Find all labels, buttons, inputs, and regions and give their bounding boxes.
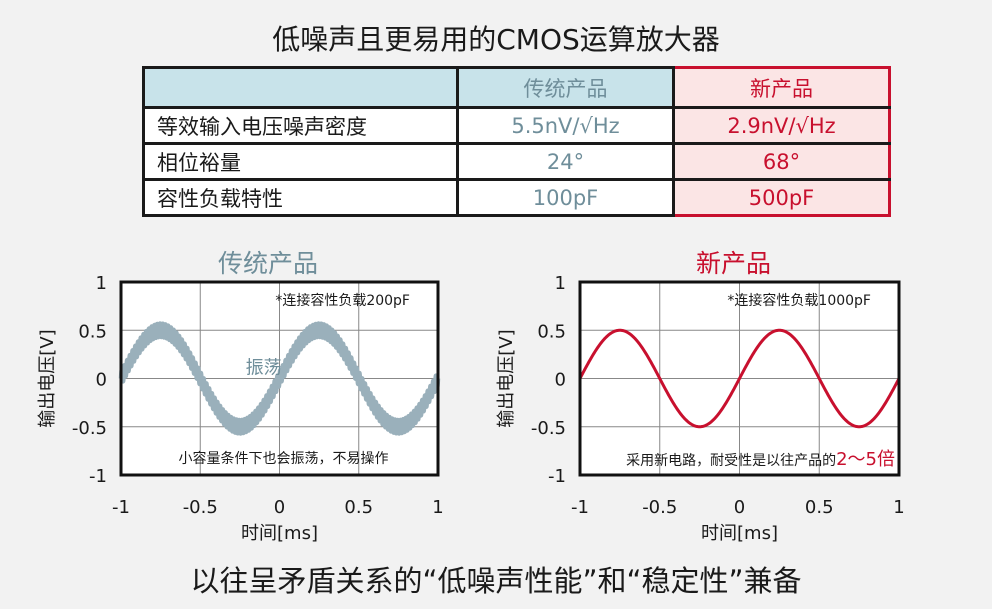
new-value: 68°: [672, 142, 891, 181]
comparison-table: 传统产品 新产品 等效输入电压噪声密度 5.5nV/√Hz 2.9nV/√Hz …: [142, 66, 891, 217]
y-tick-label: 1: [96, 273, 107, 294]
y-tick-label: -0.5: [531, 418, 566, 439]
x-tick-label: 0.5: [805, 497, 834, 518]
series-line-oscillating: [118, 321, 441, 436]
y-tick-label: -0.5: [72, 418, 107, 439]
x-tick-label: 0: [734, 497, 745, 518]
x-tick-label: -0.5: [642, 497, 677, 518]
chart-title-new: 新产品: [696, 249, 772, 278]
table-row: 相位裕量 24° 68°: [142, 142, 891, 181]
chart-title-old: 传统产品: [218, 249, 319, 278]
table-row: 等效输入电压噪声密度 5.5nV/√Hz 2.9nV/√Hz: [142, 106, 891, 145]
x-tick-label: -1: [112, 497, 130, 518]
table-header-row: 传统产品 新产品: [142, 66, 891, 109]
bottom-note-highlight: 2～5倍: [836, 449, 895, 470]
plot-frame: [578, 280, 901, 477]
y-tick-label: 0: [96, 370, 107, 391]
x-tick-label: 1: [432, 497, 443, 518]
x-axis-label: 时间[ms]: [701, 523, 778, 544]
y-tick-label: 0: [555, 370, 566, 391]
x-axis-label: 时间[ms]: [241, 523, 318, 544]
y-axis-label: 输出电压[V]: [37, 329, 58, 427]
row-label: 相位裕量: [142, 142, 459, 181]
y-tick-label: 0.5: [537, 321, 566, 342]
load-note: *连接容性负载1000pF: [727, 292, 871, 309]
row-label: 等效输入电压噪声密度: [142, 106, 459, 145]
x-tick-label: -1: [571, 497, 589, 518]
bottom-note: 采用新电路，耐受性是以往产品的2～5倍: [626, 449, 895, 470]
table-row: 容性负载特性 100pF 500pF: [142, 178, 891, 217]
y-tick-label: 0.5: [78, 321, 107, 342]
y-tick-label: -1: [89, 466, 107, 487]
x-tick-label: 1: [893, 497, 904, 518]
footer-caption: 以往呈矛盾关系的“低噪声性能”和“稳定性”兼备: [190, 564, 802, 598]
old-value: 24°: [456, 142, 675, 181]
oscillation-label: 振荡: [246, 358, 282, 379]
x-tick-label: 0.5: [344, 497, 373, 518]
old-value: 5.5nV/√Hz: [456, 106, 675, 145]
bottom-note-prefix: 采用新电路，耐受性是以往产品的: [626, 453, 836, 469]
load-note: *连接容性负载200pF: [275, 292, 410, 309]
page-title: 低噪声且更易用的CMOS运算放大器: [272, 23, 720, 56]
row-label: 容性负载特性: [142, 178, 459, 217]
series-line: [578, 328, 901, 429]
x-tick-label: -0.5: [183, 497, 218, 518]
header-new-product: 新产品: [672, 66, 891, 109]
y-tick-label: -1: [548, 466, 566, 487]
plot-frame: [119, 280, 440, 477]
new-value: 2.9nV/√Hz: [672, 106, 891, 145]
old-value: 100pF: [456, 178, 675, 217]
new-value: 500pF: [672, 178, 891, 217]
bottom-note: 小容量条件下也会振荡，不易操作: [179, 450, 389, 467]
header-old-product: 传统产品: [456, 66, 675, 109]
y-axis-label: 输出电压[V]: [496, 329, 517, 427]
y-tick-label: 1: [555, 273, 566, 294]
header-empty-cell: [142, 66, 459, 109]
x-tick-label: 0: [274, 497, 285, 518]
